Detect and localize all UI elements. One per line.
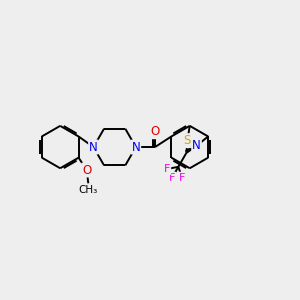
Text: O: O	[82, 164, 92, 176]
Text: N: N	[192, 140, 201, 152]
Text: F: F	[164, 164, 170, 174]
Text: F: F	[179, 172, 185, 183]
Text: N: N	[89, 141, 98, 154]
Text: F: F	[169, 172, 175, 183]
Text: CH₃: CH₃	[79, 185, 98, 195]
Text: S: S	[184, 134, 191, 147]
Text: N: N	[131, 141, 140, 154]
Text: O: O	[150, 125, 160, 138]
